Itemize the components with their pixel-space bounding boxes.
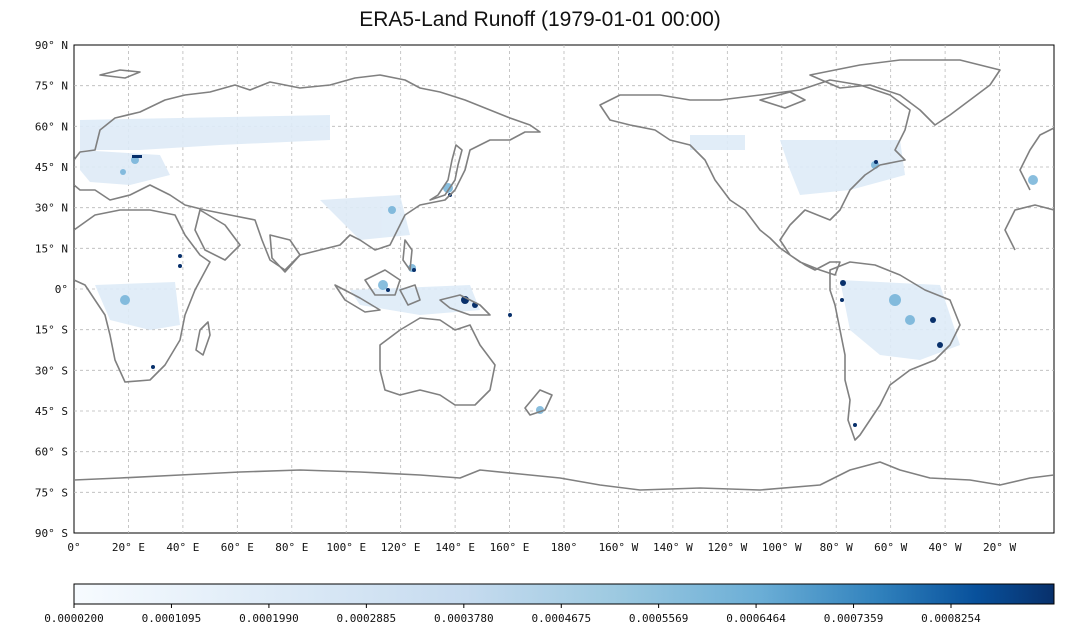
lon-label: 60° W [874, 541, 907, 554]
colorbar-tick-label: 0.0007359 [824, 612, 884, 625]
lat-label: 0° [55, 283, 68, 296]
lat-label: 60° N [35, 120, 68, 133]
lat-label: 60° S [35, 446, 68, 459]
colorbar-tick-label: 0.0003780 [434, 612, 494, 625]
lon-label: 40° W [929, 541, 962, 554]
longitude-labels: 0° 20° E 40° E 60° E 80° E 100° E 120° E 140° E… [67, 541, 1016, 554]
colorbar-ticks: 0.0000200 0.0001095 0.0001990 0.0002885 0.00… [44, 604, 981, 625]
latitude-labels: 90° N 75° N 60° N 45° N 30° N 15° N 0° 15° S 30°… [35, 39, 68, 540]
lon-label: 40° E [166, 541, 199, 554]
runoff-light-areas [80, 115, 960, 360]
lon-label: 100° E [326, 541, 366, 554]
land-layer [74, 59, 1054, 491]
lat-label: 45° S [35, 405, 68, 418]
colorbar-tick-label: 0.0008254 [921, 612, 981, 625]
lat-label: 90° N [35, 39, 68, 52]
lon-label: 80° E [275, 541, 308, 554]
colorbar-tick-label: 0.0004675 [531, 612, 591, 625]
lon-label: 0° [67, 541, 80, 554]
lat-label: 90° S [35, 527, 68, 540]
lat-label: 75° S [35, 486, 68, 499]
colorbar-tick-label: 0.0005569 [629, 612, 689, 625]
lat-label: 30° N [35, 202, 68, 215]
lon-label: 160° W [599, 541, 639, 554]
colorbar-tick-label: 0.0001990 [239, 612, 299, 625]
lat-label: 15° N [35, 242, 68, 255]
colorbar-tick-label: 0.0006464 [726, 612, 786, 625]
lon-label: 120° E [381, 541, 421, 554]
lon-label: 20° W [983, 541, 1016, 554]
lon-label: 140° E [435, 541, 475, 554]
lat-label: 15° S [35, 324, 68, 337]
lon-label: 60° E [221, 541, 254, 554]
lon-label: 80° W [820, 541, 853, 554]
lon-label: 180° [551, 541, 578, 554]
coastlines [74, 59, 1054, 491]
colorbar [73, 583, 1055, 605]
lon-label: 120° W [707, 541, 747, 554]
colorbar-tick-label: 0.0000200 [44, 612, 104, 625]
lat-label: 45° N [35, 161, 68, 174]
colorbar-tick-label: 0.0002885 [337, 612, 397, 625]
lon-label: 140° W [653, 541, 693, 554]
lat-label: 75° N [35, 80, 68, 93]
lon-label: 160° E [490, 541, 530, 554]
colorbar-tick-label: 0.0001095 [142, 612, 202, 625]
runoff-dark-spots [132, 155, 943, 427]
map-title: ERA5-Land Runoff (1979-01-01 00:00) [359, 8, 721, 31]
lon-label: 20° E [112, 541, 145, 554]
lon-label: 100° W [762, 541, 802, 554]
lat-label: 30° S [35, 364, 68, 377]
